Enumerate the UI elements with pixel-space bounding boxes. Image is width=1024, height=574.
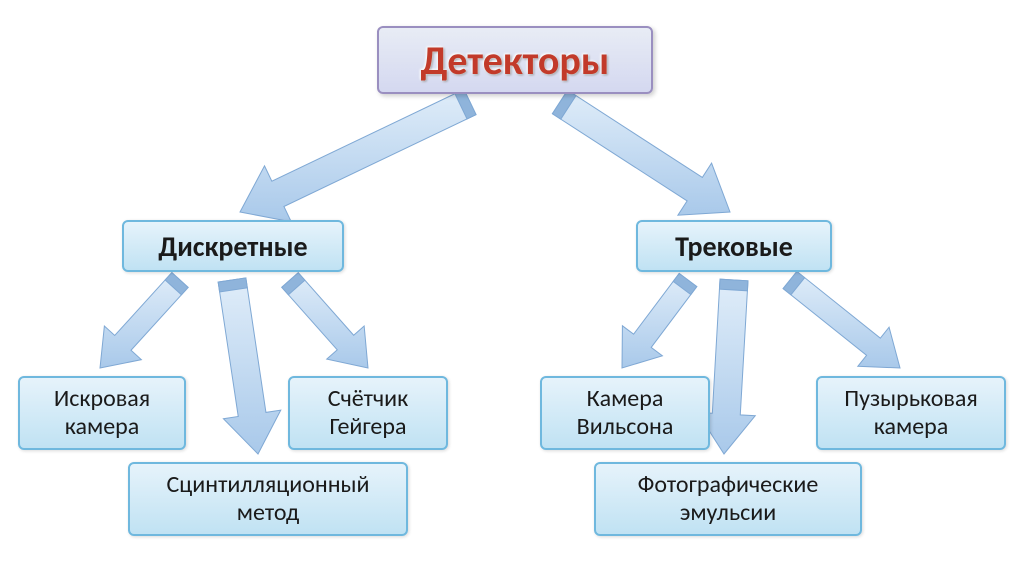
- arrow-tailband-5: [673, 273, 697, 294]
- node-mid_r: Трековые: [636, 220, 832, 272]
- arrow-tailband-4: [282, 273, 305, 295]
- node-leaf_4: КамераВильсона: [540, 376, 710, 450]
- arrow-1: [552, 90, 730, 215]
- arrow-tailband-3: [218, 278, 247, 292]
- arrow-tailband-1: [552, 90, 576, 119]
- arrow-tailband-6: [719, 279, 748, 291]
- arrow-tailband-7: [783, 271, 805, 294]
- arrow-3: [218, 278, 281, 454]
- node-root: Детекторы: [377, 26, 653, 94]
- node-leaf_6: Пузырьковаякамера: [816, 376, 1006, 450]
- node-mid_l: Дискретные: [122, 220, 344, 272]
- node-leaf_3: СчётчикГейгера: [288, 376, 448, 450]
- node-leaf_2: Сцинтилляционныйметод: [128, 462, 408, 536]
- node-leaf_5: Фотографическиеэмульсии: [594, 462, 862, 536]
- arrow-2: [100, 273, 188, 368]
- arrow-4: [282, 273, 368, 368]
- arrow-0: [240, 89, 476, 221]
- arrow-tailband-2: [165, 273, 188, 295]
- node-leaf_1: Искроваякамера: [18, 376, 186, 450]
- arrow-7: [783, 271, 900, 368]
- arrow-5: [622, 273, 697, 368]
